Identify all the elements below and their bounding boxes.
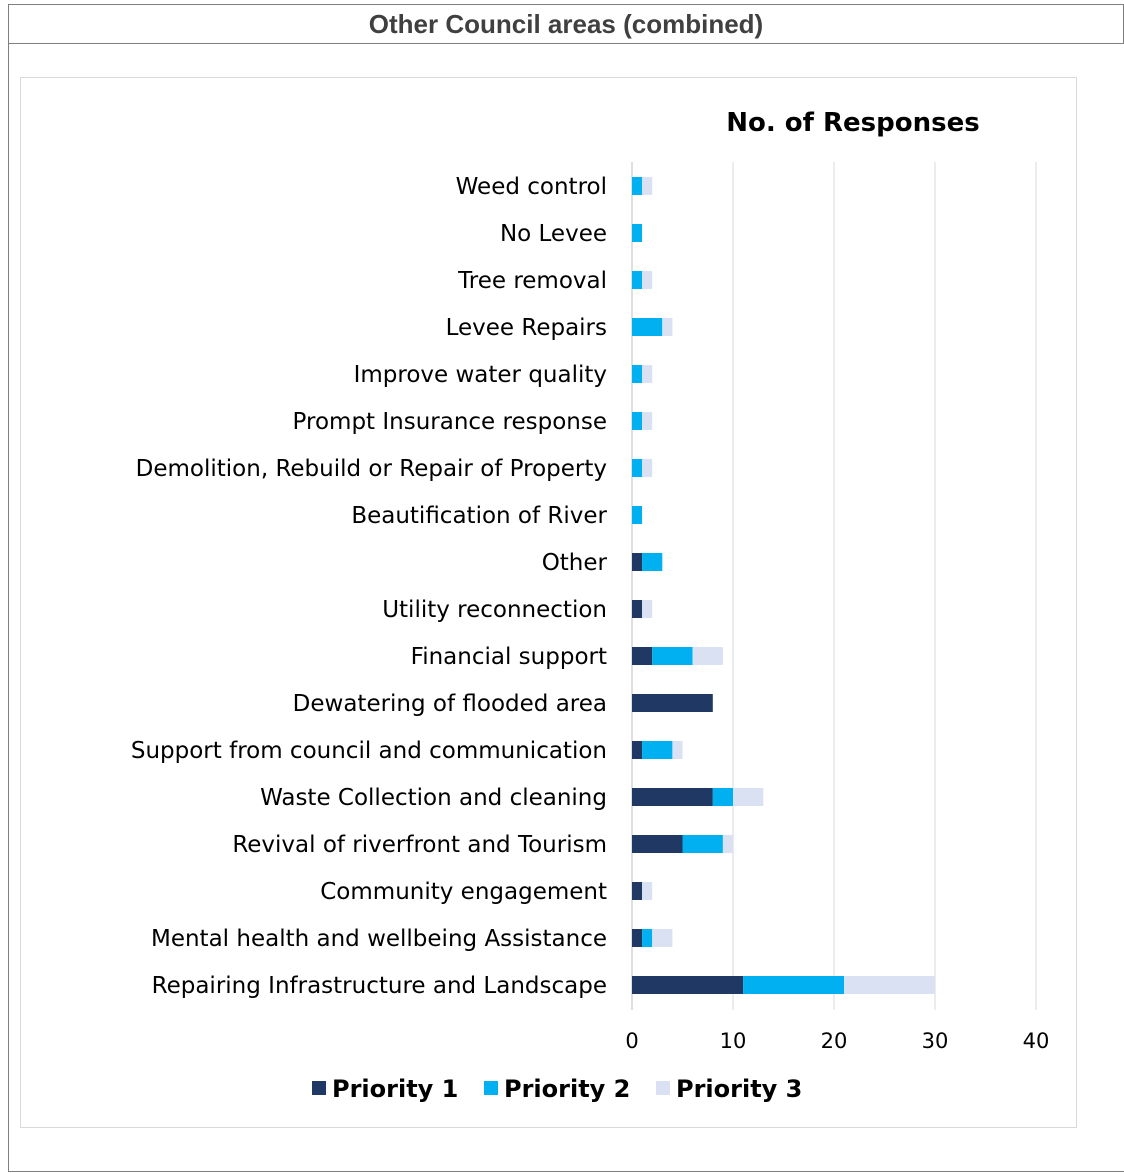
bar-segment: [632, 271, 643, 289]
bar-segment: [672, 741, 683, 759]
category-labels: Weed control No Levee Tree removal Levee Re…: [131, 174, 608, 999]
legend: Priority 1 Priority 2 Priority 3: [312, 1075, 802, 1103]
bar-segment: [632, 318, 663, 336]
category-label: Support from council and communication: [131, 738, 607, 764]
category-label: Utility reconnection: [382, 597, 607, 623]
category-label: Community engagement: [320, 879, 607, 905]
bar-segment: [642, 741, 673, 759]
bar-segment: [632, 506, 643, 524]
bar-segment: [632, 741, 643, 759]
bar-segment: [743, 976, 845, 994]
bar-segment: [692, 647, 723, 665]
category-label: Revival of riverfront and Tourism: [232, 832, 607, 858]
legend-swatch: [656, 1081, 670, 1095]
category-label: Levee Repairs: [446, 315, 607, 341]
bar-segment: [632, 412, 643, 430]
bar-segment: [652, 929, 673, 947]
bar-segment: [844, 976, 935, 994]
bar-segment: [632, 459, 643, 477]
category-label: Weed control: [456, 174, 607, 200]
bar-segment: [632, 976, 744, 994]
bars: [632, 177, 935, 994]
x-axis-ticks: 0 10 20 30 40: [625, 1029, 1049, 1053]
bar-segment: [632, 365, 643, 383]
bar-segment: [632, 177, 643, 195]
legend-label: Priority 2: [504, 1075, 630, 1103]
category-label: Dewatering of flooded area: [293, 691, 607, 717]
bar-segment: [642, 365, 653, 383]
x-tick-label: 40: [1023, 1029, 1050, 1053]
bar-segment: [733, 788, 764, 806]
bar-segment: [632, 694, 713, 712]
gridlines: [631, 162, 1037, 1010]
category-label: Demolition, Rebuild or Repair of Propert…: [136, 456, 607, 482]
category-label: Beautification of River: [351, 503, 607, 529]
legend-label: Priority 1: [332, 1075, 458, 1103]
bar-segment: [642, 600, 653, 618]
category-label: Waste Collection and cleaning: [260, 785, 607, 811]
bar-segment: [662, 318, 673, 336]
bar-segment: [642, 271, 653, 289]
bar-segment: [632, 835, 683, 853]
bar-segment: [632, 647, 653, 665]
bar-segment: [682, 835, 723, 853]
bar-segment: [642, 177, 653, 195]
legend-label: Priority 3: [676, 1075, 802, 1103]
chart-title: No. of Responses: [726, 108, 979, 138]
category-label: Improve water quality: [354, 362, 607, 388]
page-title: Other Council areas (combined): [8, 4, 1124, 44]
bar-segment: [642, 882, 653, 900]
bar-segment: [642, 553, 663, 571]
outer-frame: [8, 43, 1124, 1172]
bar-segment: [632, 929, 643, 947]
category-label: Mental health and wellbeing Assistance: [151, 926, 607, 952]
x-tick-label: 20: [821, 1029, 848, 1053]
bar-segment: [722, 835, 733, 853]
category-label: Financial support: [411, 644, 607, 670]
bar-segment: [642, 929, 653, 947]
category-label: Other: [542, 550, 608, 576]
x-tick-label: 10: [720, 1029, 747, 1053]
legend-swatch: [312, 1081, 326, 1095]
category-label: Tree removal: [457, 268, 607, 294]
bar-segment: [632, 882, 643, 900]
bar-segment: [632, 224, 643, 242]
x-tick-label: 0: [625, 1029, 638, 1053]
bar-segment: [632, 553, 643, 571]
bar-segment: [652, 647, 693, 665]
category-label: Prompt Insurance response: [293, 409, 607, 435]
bar-segment: [642, 459, 653, 477]
x-tick-label: 30: [922, 1029, 949, 1053]
category-label: No Levee: [500, 221, 607, 247]
bar-segment: [642, 412, 653, 430]
legend-swatch: [484, 1081, 498, 1095]
bar-segment: [712, 788, 733, 806]
bar-segment: [632, 788, 713, 806]
chart-area: [20, 77, 1077, 1128]
bar-segment: [632, 600, 643, 618]
category-label: Repairing Infrastructure and Landscape: [152, 973, 607, 999]
